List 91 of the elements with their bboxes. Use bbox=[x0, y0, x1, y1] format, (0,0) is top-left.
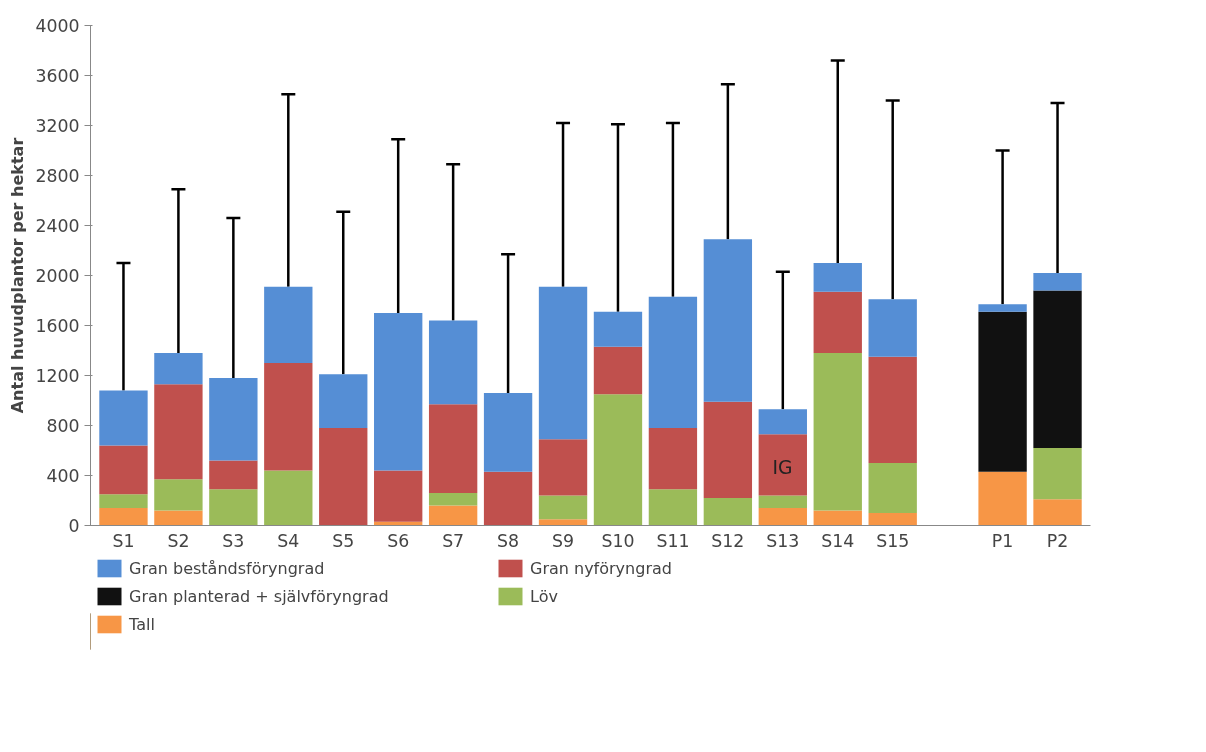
x-tick-label: S6 bbox=[387, 530, 410, 551]
legend-label: Löv bbox=[530, 586, 559, 606]
bar bbox=[648, 428, 698, 490]
x-tick-label: S15 bbox=[876, 530, 910, 551]
bar bbox=[868, 356, 917, 463]
x-tick-label: S4 bbox=[277, 530, 300, 551]
bar bbox=[703, 239, 753, 402]
x-tick-label: S9 bbox=[552, 530, 575, 551]
bar bbox=[758, 508, 807, 526]
bar bbox=[428, 505, 478, 526]
bar bbox=[648, 489, 698, 526]
bar bbox=[209, 460, 258, 490]
bar bbox=[978, 311, 1027, 472]
annotation: IG bbox=[772, 457, 793, 478]
bar bbox=[428, 404, 478, 493]
x-tick-label: S14 bbox=[821, 530, 855, 551]
bar bbox=[154, 353, 203, 385]
y-tick-label: 400 bbox=[46, 466, 80, 486]
bar bbox=[813, 353, 862, 511]
y-tick-label: 0 bbox=[68, 516, 80, 536]
bar bbox=[703, 498, 753, 526]
x-tick-label: S11 bbox=[656, 530, 690, 551]
bar bbox=[374, 313, 423, 471]
bar bbox=[374, 470, 423, 522]
bar bbox=[758, 409, 807, 435]
bar bbox=[99, 445, 148, 495]
bar bbox=[319, 374, 368, 428]
y-tick-label: 2400 bbox=[35, 216, 80, 236]
bar bbox=[648, 296, 698, 428]
x-tick-label: S1 bbox=[112, 530, 135, 551]
y-tick-label: 800 bbox=[46, 416, 80, 436]
bar bbox=[538, 495, 588, 520]
x-tick-label: S3 bbox=[222, 530, 245, 551]
y-tick-label: 3200 bbox=[35, 116, 80, 136]
bar bbox=[593, 394, 643, 526]
x-tick-label: S10 bbox=[601, 530, 635, 551]
bar bbox=[1033, 273, 1082, 291]
bar bbox=[813, 291, 862, 353]
y-tick-label: 2000 bbox=[35, 266, 80, 286]
bar bbox=[483, 471, 533, 526]
y-tick-label: 4000 bbox=[35, 16, 80, 36]
bar bbox=[538, 439, 588, 496]
x-tick-label: S8 bbox=[497, 530, 520, 551]
bar bbox=[868, 463, 917, 513]
bar bbox=[538, 286, 588, 440]
bar bbox=[758, 434, 807, 496]
bar bbox=[868, 513, 917, 526]
y-tick-label: 1200 bbox=[35, 366, 80, 386]
bar bbox=[593, 311, 643, 347]
bar bbox=[99, 508, 148, 526]
bar bbox=[428, 320, 478, 405]
bar bbox=[209, 489, 258, 526]
legend-label: Gran beståndsföryngrad bbox=[129, 558, 326, 578]
x-tick-label: P2 bbox=[1046, 530, 1069, 551]
bar bbox=[264, 363, 313, 471]
bar bbox=[319, 428, 368, 526]
bar bbox=[99, 494, 148, 508]
legend-label: Tall bbox=[129, 614, 156, 634]
bar bbox=[978, 304, 1027, 312]
bar bbox=[703, 401, 753, 498]
bar bbox=[758, 495, 807, 508]
y-axis-title: Antal huvudplantor per hektar bbox=[8, 137, 28, 414]
x-tick-label: S13 bbox=[766, 530, 800, 551]
bar bbox=[593, 346, 643, 395]
x-tick-label: S5 bbox=[332, 530, 355, 551]
bar bbox=[209, 378, 258, 461]
y-tick-label: 3600 bbox=[35, 66, 80, 86]
bar bbox=[538, 519, 588, 526]
legend-label: Gran nyföryngrad bbox=[530, 558, 673, 578]
bar bbox=[483, 393, 533, 472]
bar bbox=[154, 479, 203, 511]
x-tick-label: S12 bbox=[711, 530, 745, 551]
bar bbox=[264, 470, 313, 526]
x-tick-label: S2 bbox=[167, 530, 190, 551]
bar bbox=[1033, 448, 1082, 500]
bar bbox=[1033, 499, 1082, 526]
bar bbox=[264, 286, 313, 363]
bar bbox=[813, 263, 862, 292]
bar bbox=[1033, 290, 1082, 448]
x-tick-label: S7 bbox=[442, 530, 465, 551]
bar bbox=[99, 390, 148, 446]
legend-label: Gran planterad + självföryngrad bbox=[129, 586, 390, 606]
y-tick-label: 1600 bbox=[35, 316, 80, 336]
bar bbox=[154, 384, 203, 480]
y-tick-label: 2800 bbox=[35, 166, 80, 186]
x-tick-label: P1 bbox=[991, 530, 1014, 551]
bar bbox=[154, 510, 203, 526]
bar bbox=[813, 510, 862, 526]
bar bbox=[428, 493, 478, 506]
bar bbox=[868, 299, 917, 357]
bar bbox=[978, 471, 1027, 526]
